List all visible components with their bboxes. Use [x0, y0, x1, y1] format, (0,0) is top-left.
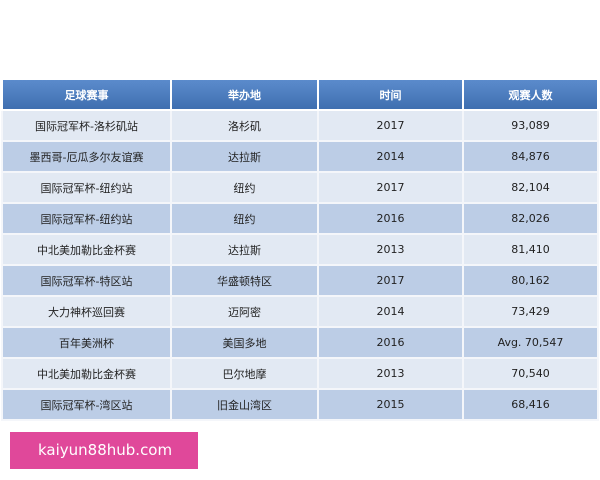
header-attendance: 观赛人数 [462, 80, 599, 111]
cell-event: 百年美洲杯 [1, 326, 172, 359]
table-row: 大力神杯巡回赛 迈阿密 2014 73,429 [1, 295, 599, 328]
header-year: 时间 [317, 80, 464, 111]
cell-event: 墨西哥-厄瓜多尔友谊赛 [1, 140, 172, 173]
cell-year: 2013 [317, 357, 464, 390]
cell-venue: 达拉斯 [170, 233, 319, 266]
cell-year: 2017 [317, 264, 464, 297]
cell-attendance: Avg. 70,547 [462, 326, 599, 359]
cell-attendance: 68,416 [462, 388, 599, 421]
cell-year: 2014 [317, 295, 464, 328]
cell-venue: 巴尔地摩 [170, 357, 319, 390]
cell-venue: 迈阿密 [170, 295, 319, 328]
cell-event: 国际冠军杯-湾区站 [1, 388, 172, 421]
cell-attendance: 82,104 [462, 171, 599, 204]
cell-venue: 达拉斯 [170, 140, 319, 173]
cell-venue: 纽约 [170, 171, 319, 204]
cell-venue: 洛杉矶 [170, 109, 319, 142]
header-venue: 举办地 [170, 80, 319, 111]
table-row: 百年美洲杯 美国多地 2016 Avg. 70,547 [1, 326, 599, 359]
cell-attendance: 70,540 [462, 357, 599, 390]
cell-attendance: 84,876 [462, 140, 599, 173]
site-link-banner[interactable]: kaiyun88hub.com [10, 432, 198, 469]
cell-year: 2013 [317, 233, 464, 266]
table-row: 国际冠军杯-纽约站 纽约 2016 82,026 [1, 202, 599, 235]
cell-attendance: 82,026 [462, 202, 599, 235]
cell-event: 国际冠军杯-纽约站 [1, 202, 172, 235]
cell-venue: 纽约 [170, 202, 319, 235]
cell-year: 2016 [317, 326, 464, 359]
cell-event: 大力神杯巡回赛 [1, 295, 172, 328]
cell-attendance: 93,089 [462, 109, 599, 142]
table-row: 国际冠军杯-湾区站 旧金山湾区 2015 68,416 [1, 388, 599, 421]
cell-attendance: 80,162 [462, 264, 599, 297]
cell-venue: 美国多地 [170, 326, 319, 359]
cell-event: 中北美加勒比金杯赛 [1, 357, 172, 390]
table-row: 中北美加勒比金杯赛 达拉斯 2013 81,410 [1, 233, 599, 266]
cell-event: 中北美加勒比金杯赛 [1, 233, 172, 266]
cell-event: 国际冠军杯-纽约站 [1, 171, 172, 204]
table-row: 国际冠军杯-纽约站 纽约 2017 82,104 [1, 171, 599, 204]
table-row: 国际冠军杯-特区站 华盛顿特区 2017 80,162 [1, 264, 599, 297]
cell-year: 2017 [317, 109, 464, 142]
cell-year: 2014 [317, 140, 464, 173]
cell-event: 国际冠军杯-洛杉矶站 [1, 109, 172, 142]
cell-year: 2015 [317, 388, 464, 421]
attendance-table: 足球赛事 举办地 时间 观赛人数 国际冠军杯-洛杉矶站 洛杉矶 2017 93,089… [1, 80, 599, 421]
table-row: 墨西哥-厄瓜多尔友谊赛 达拉斯 2014 84,876 [1, 140, 599, 173]
table-row: 中北美加勒比金杯赛 巴尔地摩 2013 70,540 [1, 357, 599, 390]
header-event: 足球赛事 [1, 80, 172, 111]
cell-venue: 华盛顿特区 [170, 264, 319, 297]
table-header-row: 足球赛事 举办地 时间 观赛人数 [1, 80, 599, 111]
cell-event: 国际冠军杯-特区站 [1, 264, 172, 297]
cell-attendance: 73,429 [462, 295, 599, 328]
table-row: 国际冠军杯-洛杉矶站 洛杉矶 2017 93,089 [1, 109, 599, 142]
cell-venue: 旧金山湾区 [170, 388, 319, 421]
cell-year: 2016 [317, 202, 464, 235]
cell-attendance: 81,410 [462, 233, 599, 266]
cell-year: 2017 [317, 171, 464, 204]
